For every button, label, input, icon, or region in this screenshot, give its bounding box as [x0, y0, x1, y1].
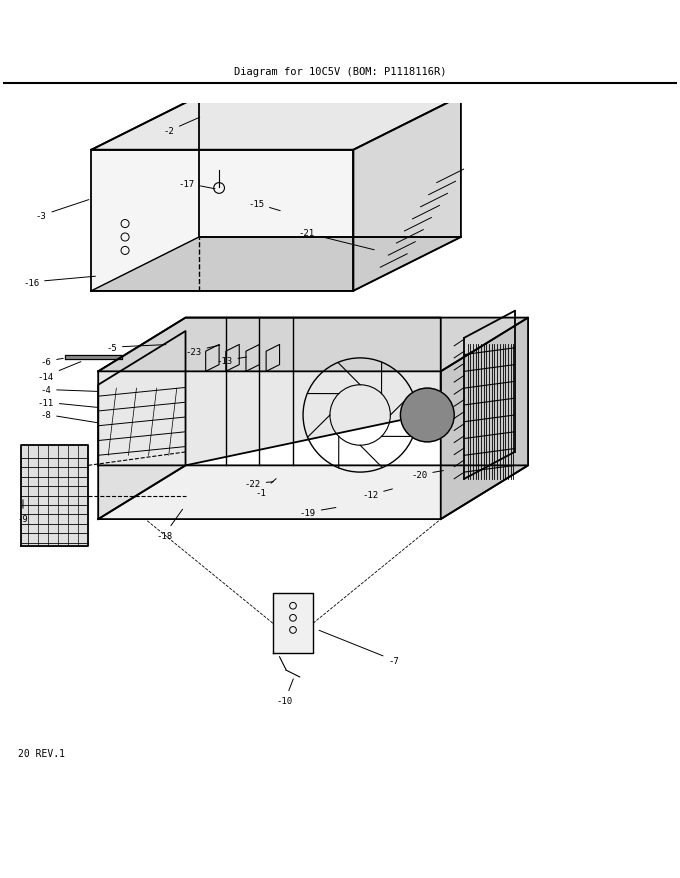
- Polygon shape: [92, 150, 354, 291]
- Text: -10: -10: [277, 679, 293, 705]
- Text: -8: -8: [40, 410, 97, 423]
- Polygon shape: [441, 318, 528, 520]
- Text: -7: -7: [319, 630, 399, 665]
- Text: -9: -9: [18, 500, 29, 523]
- Text: -1: -1: [256, 479, 276, 497]
- Text: -12: -12: [362, 489, 392, 500]
- Polygon shape: [21, 446, 88, 546]
- Text: Diagram for 10C5V (BOM: P1118116R): Diagram for 10C5V (BOM: P1118116R): [234, 67, 446, 76]
- Text: -17: -17: [179, 180, 215, 190]
- Polygon shape: [98, 332, 186, 520]
- Text: -16: -16: [23, 277, 95, 287]
- Text: -5: -5: [106, 343, 166, 352]
- Polygon shape: [273, 594, 313, 654]
- Text: -4: -4: [40, 385, 97, 394]
- Polygon shape: [98, 318, 528, 372]
- Polygon shape: [98, 318, 441, 466]
- Text: -21: -21: [299, 229, 374, 250]
- Text: -23: -23: [186, 346, 220, 356]
- Text: -19: -19: [300, 507, 336, 517]
- Text: -3: -3: [36, 200, 89, 220]
- Text: -22: -22: [245, 479, 273, 488]
- Polygon shape: [98, 466, 528, 520]
- Text: -11: -11: [38, 399, 97, 408]
- Text: -15: -15: [248, 199, 280, 212]
- Polygon shape: [92, 97, 461, 150]
- Text: -2: -2: [163, 118, 200, 136]
- Text: -6: -6: [40, 357, 63, 366]
- Text: -18: -18: [156, 510, 182, 540]
- Text: 20 REV.1: 20 REV.1: [18, 748, 65, 758]
- Circle shape: [401, 389, 454, 443]
- Text: -20: -20: [411, 471, 443, 479]
- Polygon shape: [92, 238, 461, 291]
- Text: -14: -14: [38, 363, 81, 381]
- Polygon shape: [65, 355, 122, 360]
- Polygon shape: [354, 97, 461, 291]
- Text: -13: -13: [216, 356, 247, 365]
